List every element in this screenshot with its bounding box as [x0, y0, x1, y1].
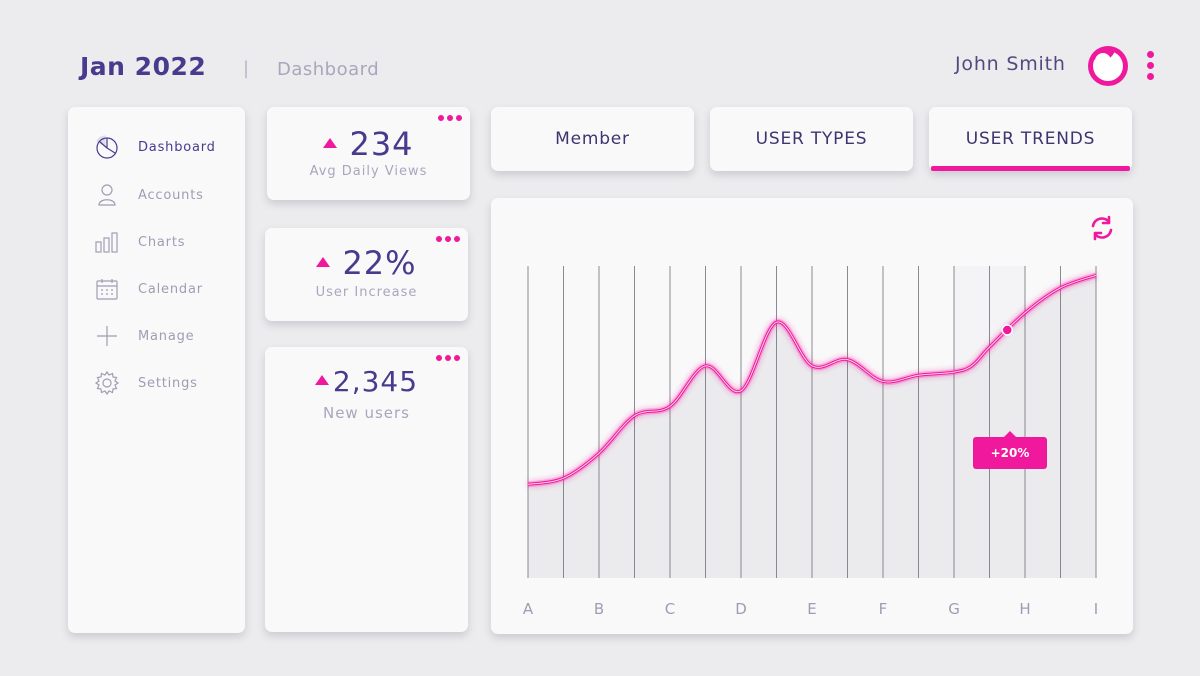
active-tab-indicator	[931, 166, 1130, 171]
sidebar-item-charts[interactable]: Charts	[94, 228, 234, 256]
x-tick-label: D	[735, 600, 747, 618]
tab-label: Member	[555, 129, 630, 149]
x-tick-label: A	[523, 600, 534, 618]
sidebar-item-label: Charts	[138, 234, 186, 250]
stat-card-new-users: 2,345 New users	[265, 347, 468, 632]
trend-up-icon	[323, 138, 338, 148]
stat-label: Avg Daily Views	[309, 164, 428, 179]
sidebar-item-calendar[interactable]: Calendar	[94, 275, 234, 303]
gear-icon	[94, 370, 120, 396]
plus-icon	[97, 326, 117, 346]
sidebar-item-dashboard[interactable]: Dashboard	[94, 133, 234, 161]
stat-number: 2,345	[332, 365, 419, 398]
stat-number: 22%	[342, 244, 417, 282]
breadcrumb[interactable]: Dashboard	[277, 59, 380, 80]
page-title: Jan 2022	[80, 52, 207, 81]
more-options-icon[interactable]	[438, 115, 462, 123]
tab-user-trends[interactable]: USER TRENDS	[929, 107, 1132, 171]
stat-card-user-increase: 22% User Increase	[265, 228, 468, 321]
stat-value: 22%	[265, 244, 468, 282]
stat-value: 234	[267, 125, 470, 163]
header-separator: |	[243, 58, 250, 79]
avatar[interactable]	[1088, 46, 1128, 86]
pie-chart-icon	[96, 135, 118, 159]
data-point-marker	[1001, 324, 1013, 336]
kebab-menu-icon[interactable]	[1145, 51, 1155, 83]
x-tick-label: F	[879, 600, 888, 618]
user-name[interactable]: John Smith	[955, 53, 1066, 75]
data-point-tooltip: +20%	[973, 431, 1047, 469]
stat-label: New users	[322, 404, 411, 422]
tab-label: USER TYPES	[755, 129, 868, 149]
sidebar-item-label: Settings	[138, 375, 198, 391]
sidebar-item-manage[interactable]: Manage	[94, 322, 234, 350]
sidebar-item-label: Dashboard	[138, 139, 216, 155]
tab-user-types[interactable]: USER TYPES	[710, 107, 913, 171]
sidebar-item-accounts[interactable]: Accounts	[94, 181, 234, 209]
trend-up-icon	[314, 375, 329, 385]
user-icon	[98, 184, 116, 206]
x-tick-label: C	[665, 600, 675, 618]
stat-value: 2,345	[265, 365, 468, 398]
x-tick-label: I	[1094, 600, 1098, 618]
stat-card-daily-views: 234 Avg Daily Views	[267, 107, 470, 200]
x-tick-label: B	[594, 600, 604, 618]
stat-label: User Increase	[315, 285, 418, 300]
tab-member[interactable]: Member	[491, 107, 694, 171]
trend-up-icon	[316, 257, 331, 267]
sidebar-item-settings[interactable]: Settings	[94, 369, 234, 397]
trend-chart: A B C D E F G H I +20%	[491, 198, 1133, 634]
bar-chart-icon	[95, 232, 118, 253]
more-options-icon[interactable]	[436, 236, 460, 244]
refresh-icon[interactable]	[1088, 214, 1116, 242]
x-tick-label: G	[948, 600, 960, 618]
tab-label: USER TRENDS	[965, 129, 1096, 149]
x-tick-label: H	[1019, 600, 1030, 618]
sidebar: Dashboard Accounts Charts Calendar Manag…	[68, 107, 245, 633]
calendar-icon	[96, 279, 118, 300]
stat-number: 234	[349, 125, 414, 163]
x-tick-label: E	[807, 600, 816, 618]
sidebar-item-label: Accounts	[138, 187, 204, 203]
sidebar-item-label: Manage	[138, 328, 195, 344]
line-highlight	[527, 274, 1097, 485]
sidebar-item-label: Calendar	[138, 281, 203, 297]
chart-canvas: A B C D E F G H I	[523, 266, 1098, 618]
more-options-icon[interactable]	[436, 355, 460, 363]
